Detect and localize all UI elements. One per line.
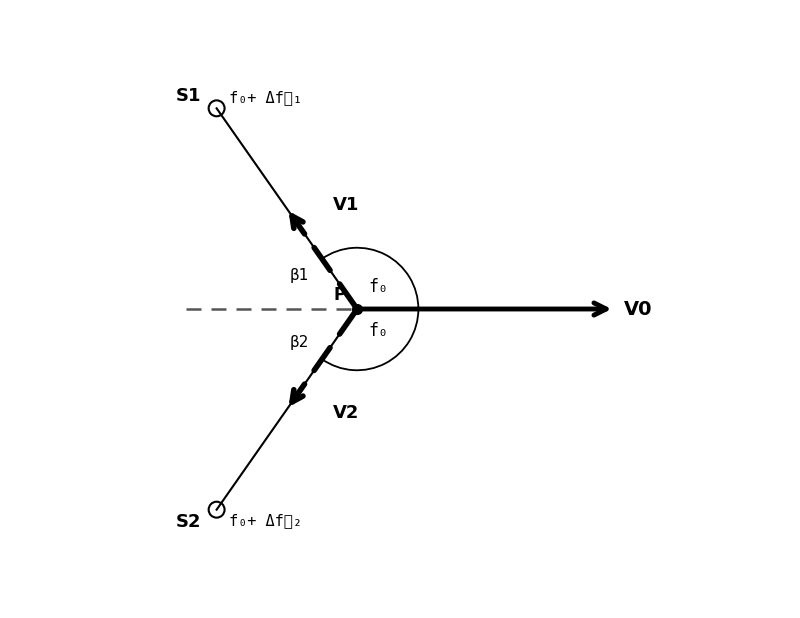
Text: S2: S2 — [176, 513, 202, 531]
Text: β2: β2 — [290, 335, 309, 350]
Text: β1: β1 — [290, 268, 309, 283]
Text: V2: V2 — [333, 404, 359, 421]
Text: f₀: f₀ — [368, 323, 388, 341]
Text: V0: V0 — [623, 300, 652, 318]
Text: P: P — [334, 286, 346, 304]
Text: f₀: f₀ — [368, 277, 388, 295]
Text: V1: V1 — [333, 197, 359, 214]
Text: f₀+ Δfᴅ₁: f₀+ Δfᴅ₁ — [229, 90, 302, 105]
Text: S1: S1 — [176, 87, 202, 105]
Text: f₀+ Δfᴅ₂: f₀+ Δfᴅ₂ — [229, 513, 302, 528]
